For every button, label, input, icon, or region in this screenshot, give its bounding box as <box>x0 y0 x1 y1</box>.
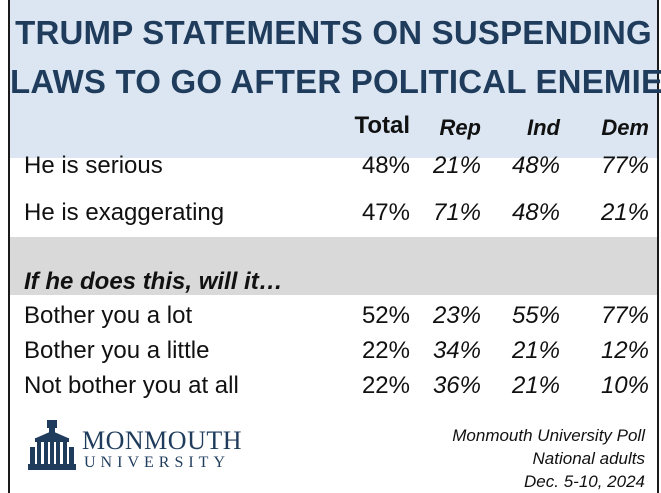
monmouth-building-icon <box>28 420 76 470</box>
monmouth-logo: MONMOUTH UNIVERSITY <box>28 420 263 474</box>
cell-rep: 23% <box>432 302 481 329</box>
table-row: Bother you a little 22% 34% 21% 12% <box>10 337 657 371</box>
section-heading: If he does this, will it… <box>24 268 283 295</box>
row-label: He is serious <box>24 152 163 179</box>
cell-total: 22% <box>361 337 410 364</box>
column-header-ind: Ind <box>527 115 560 140</box>
cell-rep: 36% <box>432 372 481 399</box>
cell-dem: 21% <box>600 199 649 226</box>
poll-table: TRUMP STATEMENTS ON SUSPENDING LAWS TO G… <box>8 0 661 493</box>
column-header-rep: Rep <box>439 115 481 140</box>
row-label: Not bother you at all <box>24 372 239 399</box>
title-line-1: TRUMP STATEMENTS ON SUSPENDING <box>15 14 652 51</box>
source-line-3: Dec. 5-10, 2024 <box>524 472 645 491</box>
cell-total: 52% <box>361 302 410 329</box>
cell-total: 47% <box>361 199 410 226</box>
cell-rep: 34% <box>432 337 481 364</box>
row-label: Bother you a lot <box>24 302 193 329</box>
cell-dem: 77% <box>600 302 649 329</box>
column-header-total: Total <box>354 112 410 139</box>
source-line-1: Monmouth University Poll <box>452 426 645 445</box>
cell-total: 48% <box>361 152 410 179</box>
cell-total: 22% <box>361 372 410 399</box>
section-band <box>10 237 657 295</box>
cell-ind: 55% <box>511 302 560 329</box>
cell-ind: 21% <box>511 372 560 399</box>
row-label: He is exaggerating <box>24 199 225 226</box>
cell-dem: 10% <box>600 372 649 399</box>
source-line-2: National adults <box>532 449 645 468</box>
cell-rep: 21% <box>432 152 481 179</box>
table-row: Bother you a lot 52% 23% 55% 77% <box>10 302 657 336</box>
title-line-2: LAWS TO GO AFTER POLITICAL ENEMIES <box>10 63 661 100</box>
cell-ind: 21% <box>511 337 560 364</box>
cell-ind: 48% <box>511 152 560 179</box>
table-row: He is serious 48% 21% 48% 77% <box>10 152 657 186</box>
logo-subword: UNIVERSITY <box>84 454 230 471</box>
table-row: He is exaggerating 47% 71% 48% 21% <box>10 199 657 233</box>
cell-rep: 71% <box>432 199 481 226</box>
column-header-dem: Dem <box>601 115 649 140</box>
cell-dem: 12% <box>600 337 649 364</box>
cell-dem: 77% <box>600 152 649 179</box>
table-header: TRUMP STATEMENTS ON SUSPENDING LAWS TO G… <box>10 0 661 158</box>
table-row: Not bother you at all 22% 36% 21% 10% <box>10 372 657 406</box>
logo-wordmark: MONMOUTH <box>82 426 242 455</box>
row-label: Bother you a little <box>24 337 210 364</box>
source-note: Monmouth University Poll National adults… <box>452 424 645 493</box>
cell-ind: 48% <box>511 199 560 226</box>
